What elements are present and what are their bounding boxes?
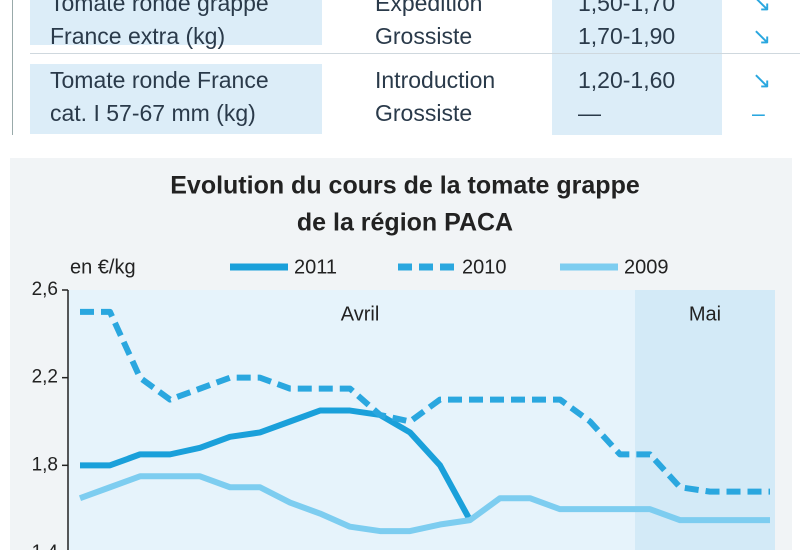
y-tick-label: 2,2 — [32, 367, 58, 388]
table-cell: ↘ — [752, 67, 772, 93]
table-cell: 1,50-1,70 — [578, 0, 676, 16]
series-line — [80, 407, 473, 522]
annotation: Mai — [689, 303, 721, 325]
table-cell: Introduction — [375, 67, 496, 93]
table-cell: Tomate ronde grappe — [50, 0, 269, 16]
legend-label: 2011 — [294, 256, 337, 278]
table-cell: Grossiste — [375, 23, 473, 49]
y-tick-label: 2,6 — [32, 279, 58, 300]
border — [30, 53, 800, 54]
table-cell: 1,20-1,60 — [578, 67, 676, 93]
table-cell: France extra (kg) — [50, 23, 226, 49]
table-cell: cat. I 57-67 mm (kg) — [50, 100, 256, 126]
table-cell: 1,70-1,90 — [578, 23, 676, 49]
table-cell: Expédition — [375, 0, 483, 16]
y-tick-label: 1,4 — [32, 542, 59, 550]
cell-bg — [30, 64, 322, 134]
cell-bg — [552, 0, 722, 135]
chart-title: Evolution du cours de la tomate grappe — [170, 172, 640, 200]
y-axis-label: en €/kg — [70, 256, 136, 278]
annotation: Avril — [341, 303, 380, 325]
month-band — [635, 290, 775, 550]
chart-title: de la région PACA — [297, 209, 513, 237]
border — [12, 0, 13, 135]
cell-bg — [30, 0, 322, 45]
series-line — [80, 308, 770, 495]
table-cell: Tomate ronde France — [50, 67, 269, 93]
y-tick-label: 1,8 — [32, 454, 58, 475]
table-cell: — — [578, 100, 601, 126]
legend-label: 2009 — [624, 256, 669, 278]
table-cell: Grossiste — [375, 100, 473, 126]
table-cell: ↘ — [752, 23, 772, 49]
table-cell: – — [752, 100, 765, 126]
legend-label: 2010 — [462, 256, 507, 278]
series-line — [78, 473, 770, 535]
table-cell: ↘ — [752, 0, 772, 16]
